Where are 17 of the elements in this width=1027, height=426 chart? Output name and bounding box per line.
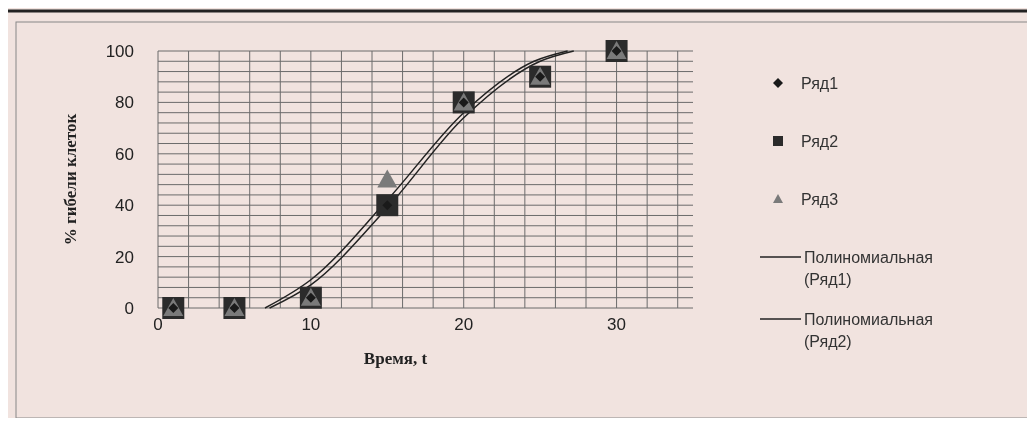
x-tick-label: 30 (607, 315, 627, 334)
x-axis-title: Время, t (363, 349, 428, 368)
x-tick-label: 20 (454, 315, 474, 334)
x-tick-label: 0 (153, 315, 163, 334)
y-tick-label: 0 (124, 299, 134, 318)
y-tick-label: 80 (115, 93, 134, 113)
legend-label: Полиномиальная (Ряд1) (804, 249, 933, 288)
legend-label: Ряд1 (801, 75, 839, 92)
legend-label: Полиномиальная (Ряд2) (804, 311, 933, 350)
y-tick-label: 20 (115, 247, 134, 267)
y-tick-label: 60 (115, 144, 134, 164)
y-tick-label: 40 (115, 196, 134, 216)
legend-label: Ряд2 (801, 133, 839, 150)
x-tick-label: 10 (301, 315, 321, 334)
y-axis-title: % гибели клеток (61, 113, 80, 246)
y-tick-label: 100 (105, 42, 134, 61)
legend-label: Ряд3 (801, 191, 839, 208)
